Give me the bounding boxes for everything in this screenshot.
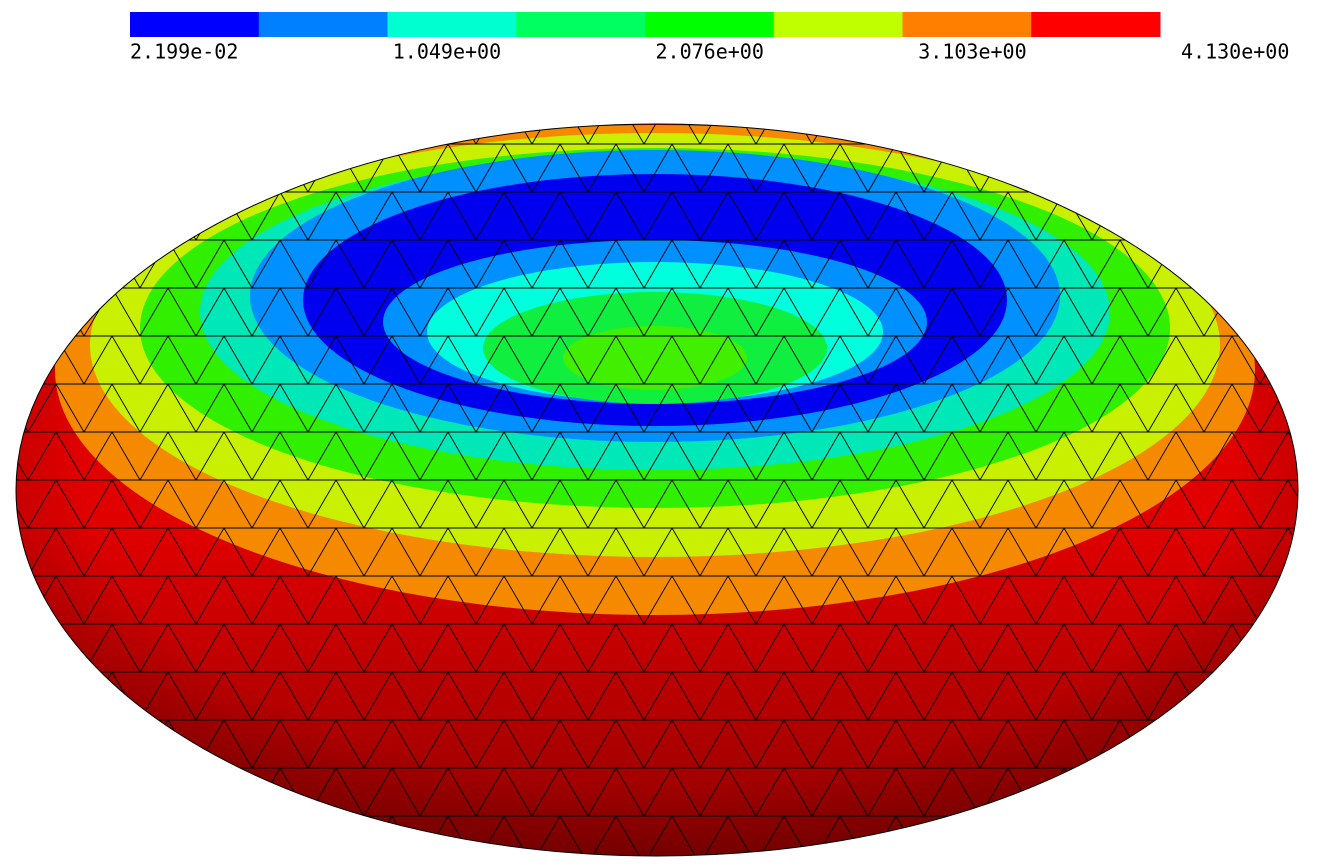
colorbar-label: 3.103e+00 (918, 40, 1026, 64)
colorbar-label: 2.199e-02 (130, 40, 238, 64)
outline (15, 123, 1299, 857)
colorbar-label: 4.130e+00 (1181, 40, 1289, 64)
mesh-lines (16, 124, 1298, 856)
colorbar-segment (387, 12, 517, 37)
colorbar-segment (773, 12, 903, 37)
mesh-surface (16, 124, 1298, 856)
colorbar-label: 1.049e+00 (393, 40, 501, 64)
colorbar-segment (258, 12, 388, 37)
colorbar-segment (1031, 12, 1161, 37)
colorbar: 2.199e-02 1.049e+00 2.076e+00 3.103e+00 4.13… (130, 12, 1289, 64)
colorbar-label: 2.076e+00 (656, 40, 764, 64)
colorbar-segment (902, 12, 1032, 37)
colorbar-segment (516, 12, 646, 37)
colorbar-segment (645, 12, 775, 37)
colorbar-segment (130, 12, 260, 37)
